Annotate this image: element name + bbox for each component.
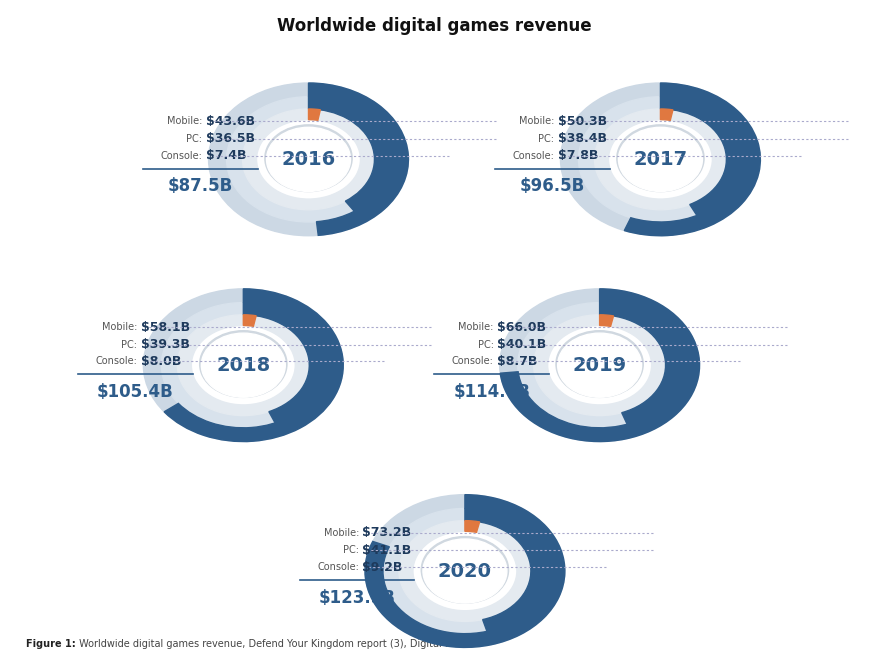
- Wedge shape: [624, 83, 760, 236]
- Wedge shape: [308, 97, 390, 211]
- Circle shape: [200, 331, 287, 398]
- Wedge shape: [227, 97, 390, 222]
- Text: $8.0B: $8.0B: [141, 355, 181, 368]
- Text: $96.5B: $96.5B: [520, 177, 585, 195]
- Circle shape: [421, 537, 508, 604]
- Text: PC:: PC:: [478, 339, 494, 349]
- Circle shape: [617, 125, 704, 192]
- Text: $40.1B: $40.1B: [497, 338, 547, 351]
- Wedge shape: [365, 495, 565, 647]
- Circle shape: [423, 539, 507, 603]
- Text: $9.2B: $9.2B: [362, 560, 402, 574]
- Text: 2017: 2017: [634, 150, 687, 169]
- Text: $114.7B: $114.7B: [454, 383, 530, 401]
- Text: $58.1B: $58.1B: [141, 321, 190, 333]
- Circle shape: [202, 333, 285, 397]
- Text: $43.6B: $43.6B: [206, 115, 255, 127]
- Text: Worldwide digital games revenue, Defend Your Kingdom report (3), Digital River: Worldwide digital games revenue, Defend …: [76, 639, 470, 649]
- Wedge shape: [308, 109, 321, 120]
- Text: Mobile:: Mobile:: [102, 322, 137, 332]
- Text: Mobile:: Mobile:: [458, 322, 494, 332]
- Wedge shape: [243, 315, 256, 326]
- Wedge shape: [534, 315, 666, 416]
- Wedge shape: [465, 521, 480, 533]
- Wedge shape: [594, 109, 726, 210]
- Wedge shape: [243, 303, 325, 423]
- Text: $39.3B: $39.3B: [141, 338, 189, 351]
- Wedge shape: [600, 303, 681, 424]
- Text: $41.1B: $41.1B: [362, 544, 412, 557]
- Text: PC:: PC:: [122, 339, 137, 349]
- Text: PC:: PC:: [187, 133, 202, 143]
- Text: $87.5B: $87.5B: [168, 177, 233, 195]
- Text: PC:: PC:: [539, 133, 554, 143]
- Wedge shape: [501, 289, 700, 442]
- Wedge shape: [177, 315, 309, 416]
- Text: $36.5B: $36.5B: [206, 132, 255, 145]
- Text: 2020: 2020: [438, 562, 492, 580]
- Wedge shape: [600, 315, 614, 327]
- Text: $8.7B: $8.7B: [497, 355, 537, 368]
- Circle shape: [267, 127, 350, 191]
- Circle shape: [619, 127, 702, 191]
- Wedge shape: [242, 109, 375, 210]
- Wedge shape: [660, 97, 742, 215]
- Text: PC:: PC:: [343, 545, 359, 555]
- Wedge shape: [660, 109, 673, 120]
- Wedge shape: [579, 97, 742, 222]
- Text: $123.5B: $123.5B: [319, 589, 395, 607]
- Text: $38.4B: $38.4B: [558, 132, 607, 145]
- Text: 2018: 2018: [216, 356, 270, 374]
- Text: Console:: Console:: [317, 562, 359, 572]
- Circle shape: [558, 333, 641, 397]
- Wedge shape: [143, 289, 343, 442]
- Wedge shape: [383, 509, 547, 633]
- Text: 2019: 2019: [573, 356, 627, 374]
- Wedge shape: [365, 495, 565, 647]
- Text: $73.2B: $73.2B: [362, 527, 412, 539]
- Text: Console:: Console:: [513, 151, 554, 161]
- Wedge shape: [561, 83, 760, 236]
- Text: Worldwide digital games revenue: Worldwide digital games revenue: [277, 17, 592, 35]
- Wedge shape: [308, 83, 408, 235]
- Text: Mobile:: Mobile:: [323, 528, 359, 538]
- Wedge shape: [399, 521, 531, 622]
- Circle shape: [265, 125, 352, 192]
- Text: $105.4B: $105.4B: [97, 383, 174, 401]
- Text: Mobile:: Mobile:: [167, 116, 202, 126]
- Wedge shape: [164, 289, 343, 442]
- Text: Console:: Console:: [161, 151, 202, 161]
- Text: Console:: Console:: [96, 357, 137, 367]
- Wedge shape: [209, 83, 408, 236]
- Wedge shape: [162, 303, 325, 428]
- Wedge shape: [465, 509, 547, 631]
- Text: Mobile:: Mobile:: [519, 116, 554, 126]
- Text: 2016: 2016: [282, 150, 335, 169]
- Wedge shape: [518, 303, 681, 428]
- Text: $66.0B: $66.0B: [497, 321, 546, 333]
- Circle shape: [556, 331, 643, 398]
- Text: Figure 1:: Figure 1:: [26, 639, 76, 649]
- Wedge shape: [500, 289, 700, 442]
- Text: $50.3B: $50.3B: [558, 115, 607, 127]
- Text: Console:: Console:: [452, 357, 494, 367]
- Text: $7.4B: $7.4B: [206, 149, 247, 162]
- Text: $7.8B: $7.8B: [558, 149, 598, 162]
